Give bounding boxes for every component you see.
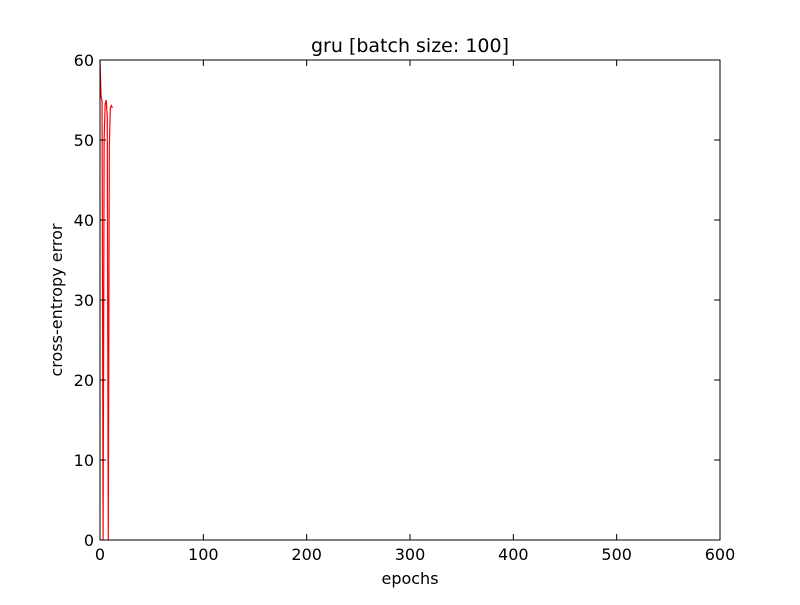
chart-title: gru [batch size: 100] — [311, 35, 509, 57]
x-tick-label: 600 — [705, 545, 736, 564]
y-tick-label: 60 — [74, 51, 94, 70]
y-tick-label: 0 — [84, 531, 94, 550]
y-tick-label: 20 — [74, 371, 94, 390]
plot-area: 0 100 200 300 400 500 600 0 10 20 30 40 50 60 — [74, 51, 736, 564]
x-tick-label: 500 — [601, 545, 632, 564]
x-tick-label: 200 — [291, 545, 322, 564]
series-layer — [99, 59, 113, 541]
y-tick-label: 40 — [74, 211, 94, 230]
y-tick-label: 10 — [74, 451, 94, 470]
x-tick-label: 100 — [188, 545, 219, 564]
plot-frame — [100, 60, 720, 540]
x-tick-label: 300 — [395, 545, 426, 564]
x-tick-label: 400 — [498, 545, 529, 564]
ticks-layer: 0 100 200 300 400 500 600 0 10 20 30 40 50 60 — [74, 51, 736, 564]
y-axis-label: cross-entropy error — [47, 223, 66, 376]
y-tick-label: 50 — [74, 131, 94, 150]
x-tick-label: 0 — [95, 545, 105, 564]
y-tick-label: 30 — [74, 291, 94, 310]
x-axis-label: epochs — [381, 569, 438, 588]
series-line — [99, 59, 113, 541]
